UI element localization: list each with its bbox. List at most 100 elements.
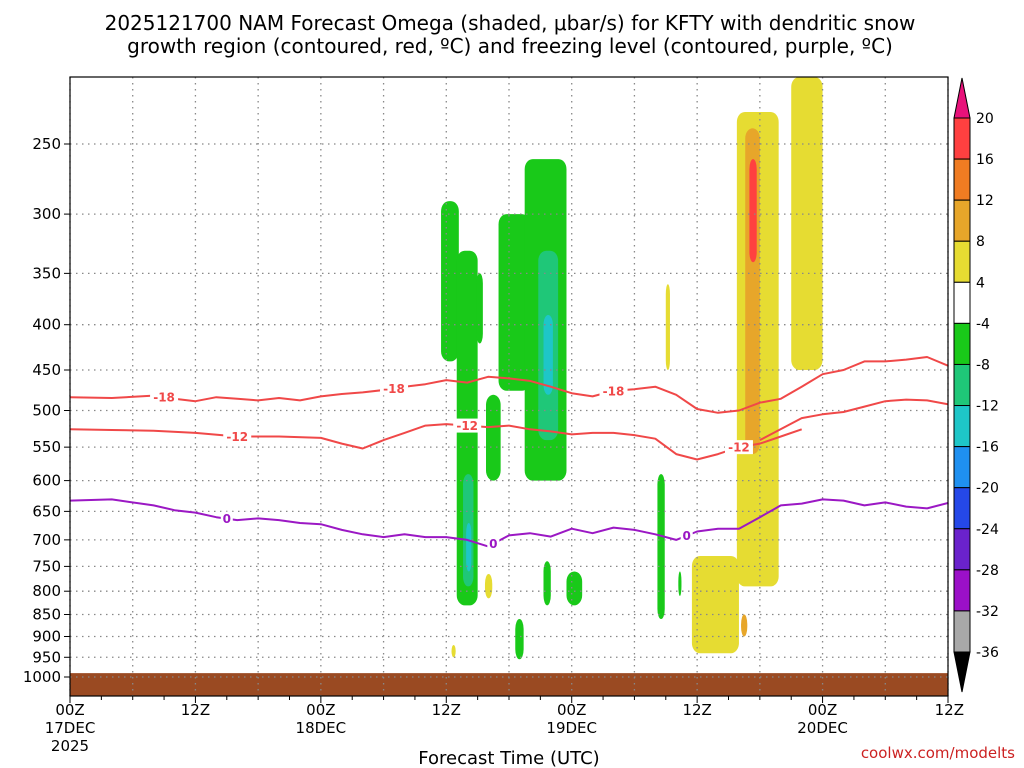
colorbar-label-4: 4 <box>976 275 985 291</box>
colorbar-label-7: -12 <box>976 399 999 415</box>
grid-lines <box>69 77 949 696</box>
omega-region-7 <box>484 574 493 599</box>
colorbar-label-10: -24 <box>976 522 999 538</box>
omega-region-11 <box>543 561 551 606</box>
omega-region-4 <box>476 273 483 344</box>
ytick-label-900: 900 <box>32 627 61 645</box>
xtick-label-4-l2: 19DEC <box>546 719 597 737</box>
temperature-contours: -18 -18 -18 -12 -12 -12 0 0 0 <box>70 356 948 551</box>
contour-label-bg <box>487 536 500 551</box>
xtick-label-6-l1: 00Z <box>808 701 837 719</box>
contour-line-1 <box>759 398 948 441</box>
ytick-label-950: 950 <box>32 648 61 666</box>
colorbar-label-8: -16 <box>976 440 999 456</box>
credit-link[interactable]: coolwx.com/modelts <box>861 744 1015 762</box>
xtick-label-7-l1: 12Z <box>935 701 964 719</box>
ytick-label-500: 500 <box>32 402 61 420</box>
omega-region-5 <box>498 214 530 391</box>
contour-label-2-2: -12 <box>728 441 750 455</box>
ytick-label-750: 750 <box>32 557 61 575</box>
colorbar-bin-7 <box>953 363 971 407</box>
colorbar-bin-2 <box>953 158 971 201</box>
contour-label-bg <box>380 381 409 396</box>
omega-region-17 <box>665 284 670 370</box>
omega-region-22 <box>741 614 748 637</box>
omega-region-21 <box>749 159 757 263</box>
omega-region-14 <box>451 644 456 658</box>
colorbar-top-arrow <box>953 77 971 119</box>
ground-layer <box>70 673 948 696</box>
colorbar-label-1: 16 <box>976 152 994 168</box>
ytick-label-350: 350 <box>32 264 61 282</box>
ground-fill <box>70 673 948 696</box>
ytick-label-1000: 1000 <box>23 668 61 686</box>
ytick-label-400: 400 <box>32 316 61 334</box>
colorbar-bottom-arrow <box>953 651 971 693</box>
ytick-label-550: 550 <box>32 438 61 456</box>
colorbar-bin-10 <box>953 487 971 530</box>
colorbar-label-0: 20 <box>976 111 994 127</box>
colorbar-bin-11 <box>953 528 971 571</box>
colorbar-label-2: 12 <box>976 193 994 209</box>
omega-region-12 <box>566 571 583 606</box>
omega-colorbar: 20 16 12 8 4 -4 -8 -12 -16 -20 -24 -28 -32 -36 <box>953 77 999 693</box>
colorbar-bin-12 <box>953 569 971 612</box>
contour-label-bg <box>599 383 628 398</box>
contour-label-0-0: -18 <box>153 391 175 405</box>
colorbar-label-6: -8 <box>976 357 990 373</box>
title-line-2: growth region (contoured, red, ºC) and f… <box>127 34 893 58</box>
xtick-label-3-l1: 12Z <box>432 701 461 719</box>
colorbar-label-13: -36 <box>976 645 999 661</box>
ytick-label-300: 300 <box>32 205 61 223</box>
xtick-label-4-l1: 00Z <box>557 701 586 719</box>
omega-shading <box>441 77 823 660</box>
omega-region-13 <box>515 619 524 660</box>
colorbar-label-11: -28 <box>976 563 999 579</box>
xtick-label-0-l2: 17DEC <box>45 719 96 737</box>
omega-region-10 <box>543 314 553 395</box>
contour-label-2-0: -12 <box>226 430 248 444</box>
colorbar-label-9: -20 <box>976 481 999 497</box>
contour-label-bg <box>680 528 693 543</box>
ytick-label-600: 600 <box>32 472 61 490</box>
ytick-label-250: 250 <box>32 135 61 153</box>
ytick-label-850: 850 <box>32 606 61 624</box>
colorbar-bin-9 <box>953 446 971 489</box>
colorbar-label-3: 8 <box>976 234 985 250</box>
omega-region-6 <box>486 394 501 481</box>
contour-label-bg <box>724 440 753 455</box>
contour-label-2-1: -12 <box>456 419 478 433</box>
contour-line-0 <box>70 356 948 414</box>
contour-label-bg <box>453 418 482 433</box>
omega-region-0 <box>441 201 459 362</box>
ytick-label-450: 450 <box>32 361 61 379</box>
contour-label-bg <box>223 429 252 444</box>
colorbar-label-5: -4 <box>976 316 990 332</box>
xtick-label-5-l1: 12Z <box>682 701 711 719</box>
omega-region-19 <box>691 556 739 654</box>
xtick-label-1-l1: 12Z <box>181 701 210 719</box>
xtick-label-0-l3: 2025 <box>51 737 89 755</box>
colorbar-bin-13 <box>953 610 971 653</box>
xtick-label-6-l2: 20DEC <box>797 719 848 737</box>
colorbar-bin-3 <box>953 199 971 242</box>
omega-region-15 <box>657 474 665 620</box>
colorbar-bin-4 <box>953 240 971 283</box>
contour-label-0-2: -18 <box>603 384 625 398</box>
contour-label-bg <box>220 511 233 526</box>
contour-label-3-0: 0 <box>223 512 231 526</box>
ytick-label-650: 650 <box>32 502 61 520</box>
xtick-label-2-l1: 00Z <box>306 701 335 719</box>
colorbar-bin-1 <box>953 117 971 160</box>
colorbar-bin-5 <box>953 281 971 324</box>
colorbar-label-12: -32 <box>976 604 999 620</box>
title-line-1: 2025121700 NAM Forecast Omega (shaded, μ… <box>105 11 916 35</box>
contour-label-0-1: -18 <box>383 382 405 396</box>
ytick-label-700: 700 <box>32 531 61 549</box>
xtick-label-2-l2: 18DEC <box>296 719 347 737</box>
contour-label-3-1: 0 <box>489 537 497 551</box>
ytick-label-800: 800 <box>32 582 61 600</box>
contour-line-2 <box>70 423 803 461</box>
